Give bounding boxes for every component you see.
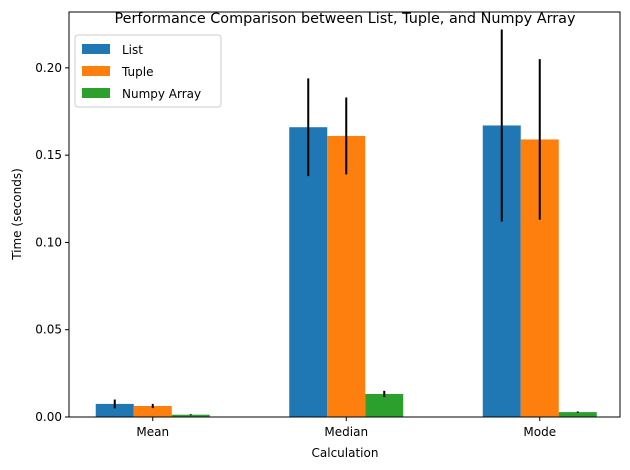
legend-box: [74, 34, 222, 108]
y-axis-ticks: 0.00 0.05 0.10 0.15 0.20: [35, 61, 69, 424]
y-tick-label: 0.20: [35, 61, 62, 75]
x-tick-label: Median: [324, 425, 368, 439]
chart-title: Performance Comparison between List, Tup…: [114, 11, 575, 27]
bar-list: [95, 403, 134, 417]
y-tick-label: 0.05: [35, 323, 62, 337]
legend-swatch-tuple: [82, 66, 110, 76]
x-tick-label: Mean: [136, 425, 169, 439]
bar-numpy-array: [365, 393, 404, 417]
x-axis-ticks: Mean Median Mode: [136, 417, 556, 439]
y-tick-label: 0.00: [35, 410, 62, 424]
legend: List Tuple Numpy Array: [74, 34, 222, 108]
y-tick-label: 0.15: [35, 148, 62, 162]
x-tick-label: Mode: [523, 425, 556, 439]
bar-tuple: [327, 135, 366, 417]
bar-numpy-array: [558, 412, 597, 417]
y-tick-label: 0.10: [35, 235, 62, 249]
error-bars: [113, 29, 579, 416]
legend-label-list: List: [122, 43, 143, 57]
legend-label-numpy-array: Numpy Array: [122, 87, 201, 101]
bar-tuple: [133, 406, 172, 417]
y-axis-label: Time (seconds): [10, 168, 24, 261]
legend-swatch-numpy-array: [82, 88, 110, 98]
x-axis-label: Calculation: [312, 446, 379, 460]
legend-swatch-list: [82, 44, 110, 54]
bar-numpy-array: [171, 414, 210, 417]
legend-label-tuple: Tuple: [121, 65, 153, 79]
plot-frame: [68, 11, 621, 418]
